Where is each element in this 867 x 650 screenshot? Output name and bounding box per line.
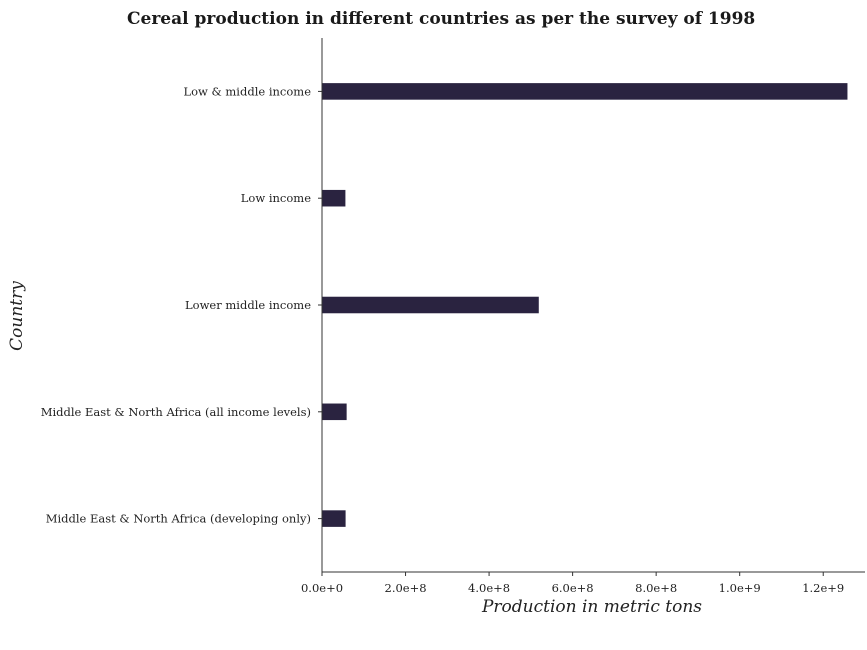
- y-tick-label-2: Lower middle income: [185, 298, 311, 312]
- bar-3: [322, 403, 347, 421]
- bars-group: [322, 83, 848, 527]
- x-tick-label-5: 1.0e+9: [719, 581, 761, 595]
- bar-0: [322, 83, 848, 100]
- y-tick-label-3: Middle East & North Africa (all income l…: [41, 405, 311, 419]
- chart-title: Cereal production in different countries…: [127, 9, 755, 29]
- x-tick-label-3: 6.0e+8: [552, 581, 594, 595]
- y-tick-label-4: Middle East & North Africa (developing o…: [46, 512, 311, 526]
- x-tick-label-6: 1.2e+9: [802, 581, 844, 595]
- y-axis-title: Country: [7, 281, 27, 351]
- bar-1: [322, 189, 346, 207]
- x-axis-title: Production in metric tons: [481, 597, 702, 617]
- y-tick-label-0: Low & middle income: [183, 84, 311, 98]
- y-axis: Low & middle income Low income Lower middl…: [41, 38, 323, 572]
- x-tick-label-1: 2.0e+8: [385, 581, 427, 595]
- x-tick-label-4: 8.0e+8: [635, 581, 677, 595]
- x-tick-label-2: 4.0e+8: [468, 581, 510, 595]
- bar-4: [322, 510, 346, 527]
- y-tick-label-1: Low income: [241, 191, 311, 205]
- bar-2: [322, 296, 539, 314]
- x-axis: 0.0e+0 2.0e+8 4.0e+8 6.0e+8 8.0e+8 1.0e+9 1.2e…: [301, 571, 865, 595]
- x-tick-label-0: 0.0e+0: [301, 581, 343, 595]
